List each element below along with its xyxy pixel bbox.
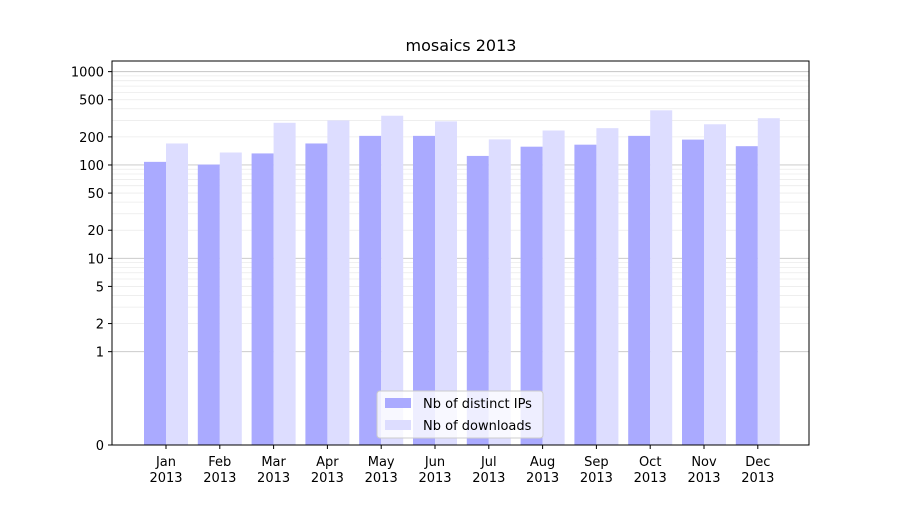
x-tick-label-month: Jun	[424, 455, 445, 470]
bar-distinct-ips	[359, 135, 382, 445]
x-tick-label-year: 2013	[257, 471, 290, 486]
plot-frame	[111, 60, 810, 446]
x-tick-label-month: Apr	[316, 455, 339, 470]
bar-distinct-ips	[144, 161, 166, 446]
x-tick-label-month: Oct	[639, 455, 661, 470]
x-tick-label-year: 2013	[526, 471, 559, 486]
bar-downloads	[435, 121, 457, 446]
x-tick-label-year: 2013	[365, 471, 398, 486]
y-tick-label: 2	[96, 318, 104, 333]
chart-title: mosaics 2013	[406, 36, 517, 55]
y-tick-label: 20	[87, 224, 104, 239]
bars	[144, 110, 780, 446]
y-tick-label: 1	[96, 346, 104, 361]
bar-downloads	[542, 130, 565, 446]
legend: Nb of distinct IPs Nb of downloads	[376, 390, 544, 439]
x-tick-label-year: 2013	[472, 471, 505, 486]
bar-distinct-ips	[197, 164, 220, 445]
x-tick-label-year: 2013	[634, 471, 667, 486]
legend-swatch-downloads	[385, 420, 411, 430]
y-tick-label: 1000	[71, 66, 104, 81]
legend-swatch-distinct-ips	[385, 398, 411, 408]
bar-distinct-ips	[305, 143, 328, 445]
bar-distinct-ips	[682, 139, 704, 445]
bar-distinct-ips	[574, 144, 597, 445]
x-tick-label-year: 2013	[741, 471, 774, 486]
bar-distinct-ips	[413, 135, 435, 445]
bar-downloads	[596, 128, 619, 445]
x-tick-label-month: Sep	[584, 455, 609, 470]
legend-label-downloads: Nb of downloads	[423, 419, 532, 434]
y-tick-label: 100	[79, 159, 104, 174]
bar-distinct-ips	[520, 146, 543, 445]
bar-distinct-ips	[735, 146, 758, 445]
x-tick-label-year: 2013	[203, 471, 236, 486]
x-tick-label-month: Mar	[261, 455, 286, 470]
x-tick-label-month: Nov	[691, 455, 717, 470]
bar-distinct-ips	[466, 155, 489, 445]
x-tick-label-year: 2013	[418, 471, 451, 486]
x-tick-label-month: Dec	[745, 455, 770, 470]
bar-distinct-ips	[251, 153, 274, 445]
y-tick-label: 500	[79, 94, 104, 109]
bar-downloads	[219, 152, 242, 445]
y-tick-label: 0	[96, 439, 104, 454]
x-tick-label-year: 2013	[149, 471, 182, 486]
x-tick-label-year: 2013	[311, 471, 344, 486]
y-tick-label: 200	[79, 131, 104, 146]
bar-downloads	[704, 124, 726, 445]
y-tick-label: 50	[87, 187, 104, 202]
x-tick-label-year: 2013	[580, 471, 613, 486]
legend-box	[376, 390, 544, 439]
x-tick-label-month: Jan	[155, 455, 176, 470]
bar-downloads	[273, 122, 296, 445]
bar-distinct-ips	[628, 135, 651, 445]
bar-downloads	[381, 115, 404, 445]
x-tick-label-month: Aug	[530, 455, 555, 470]
y-tick-label: 10	[87, 252, 104, 267]
bar-downloads	[650, 110, 673, 445]
axes: 01251020501002005001000Jan2013Feb2013Mar…	[71, 66, 774, 486]
bar-downloads	[166, 143, 188, 445]
bar-downloads	[488, 139, 511, 445]
bar-downloads	[327, 120, 350, 445]
legend-label-distinct-ips: Nb of distinct IPs	[423, 397, 532, 412]
bar-downloads	[757, 118, 780, 445]
y-tick-label: 5	[96, 280, 104, 295]
x-tick-label-month: Jul	[480, 455, 497, 470]
x-tick-label-month: May	[368, 455, 395, 470]
x-tick-label-year: 2013	[687, 471, 720, 486]
x-tick-label-month: Feb	[208, 455, 231, 470]
